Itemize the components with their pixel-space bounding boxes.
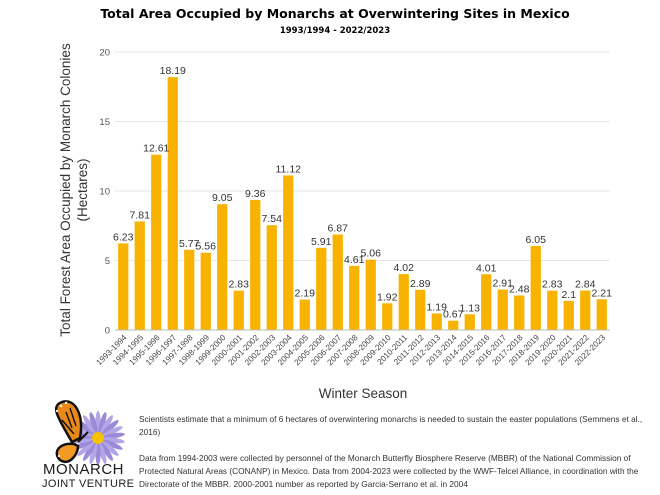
x-axis-ticks: 1993-19941994-19951995-19961996-19971997… xyxy=(95,333,608,367)
gridlines xyxy=(115,51,610,261)
bar xyxy=(596,299,607,330)
note-minimum-hectares: Scientists estimate that a minimum of 6 … xyxy=(139,414,643,437)
bar-value-label: 6.87 xyxy=(328,223,349,235)
butterfly-icon xyxy=(54,400,89,463)
bar-value-label: 12.61 xyxy=(143,143,169,155)
bar-value-label: 2.83 xyxy=(542,279,563,291)
bar-value-label: 18.19 xyxy=(160,65,186,77)
bar-value-label: 0.67 xyxy=(443,309,464,321)
y-axis-ticks: 0 5 10 15 20 xyxy=(99,48,110,337)
bar-value-label: 2.89 xyxy=(410,278,431,290)
bar-value-label: 5.56 xyxy=(196,241,217,253)
bar xyxy=(299,299,310,330)
bar-value-label: 1.19 xyxy=(427,301,448,313)
bar xyxy=(530,245,541,330)
y-tick-label: 15 xyxy=(99,117,110,128)
bar xyxy=(365,259,376,330)
bar xyxy=(382,303,393,330)
bar xyxy=(431,313,442,330)
bar xyxy=(332,234,343,330)
bar xyxy=(349,265,360,330)
bar-value-label: 2.19 xyxy=(295,288,316,300)
bar xyxy=(167,77,178,330)
bar xyxy=(217,204,228,330)
bar-value-label: 4.02 xyxy=(394,262,415,274)
bar xyxy=(415,289,426,330)
data-labels: 6.23 7.81 12.61 18.19 5.775.56 9.05 2.83 9.36 7.… xyxy=(113,65,612,321)
bar-value-label: 7.81 xyxy=(130,209,151,221)
bar xyxy=(233,290,244,330)
bar xyxy=(134,221,145,330)
bar xyxy=(580,290,591,330)
monarch-butterfly-logo xyxy=(54,400,125,465)
bar xyxy=(514,295,525,330)
bar xyxy=(316,247,327,330)
y-tick-label: 0 xyxy=(105,326,110,337)
bar xyxy=(398,274,409,330)
bar xyxy=(464,314,475,330)
y-tick-label: 20 xyxy=(99,48,110,59)
bar-value-label: 4.61 xyxy=(344,254,365,266)
y-axis-title-line1: Total Forest Area Occupied by Monarch Co… xyxy=(58,43,73,337)
bar xyxy=(266,225,277,330)
x-axis-title: Winter Season xyxy=(319,386,408,401)
bar-value-label: 2.21 xyxy=(592,287,613,299)
bar-value-label: 2.91 xyxy=(493,278,514,290)
bar xyxy=(151,154,162,330)
y-axis-title-line2: (Hectares) xyxy=(75,158,90,221)
bar-value-label: 11.12 xyxy=(276,163,302,175)
bar-value-label: 9.05 xyxy=(212,192,233,204)
bar-value-label: 5.77 xyxy=(179,238,200,250)
bar-value-label: 9.36 xyxy=(245,188,266,200)
bar xyxy=(481,274,492,330)
y-tick-label: 5 xyxy=(105,256,110,267)
bar xyxy=(200,252,211,330)
bar xyxy=(118,243,129,330)
bar-value-label: 5.91 xyxy=(311,236,332,248)
bar-value-label: 4.01 xyxy=(476,262,497,274)
bar xyxy=(497,289,508,330)
bar xyxy=(448,320,459,330)
y-tick-label: 10 xyxy=(99,187,110,198)
logo-line2: JOINT VENTURE xyxy=(42,478,135,490)
bar xyxy=(283,175,294,330)
logo-line1: MONARCH xyxy=(43,461,124,478)
bar-value-label: 5.06 xyxy=(361,248,382,260)
bar-value-label: 1.92 xyxy=(377,291,398,303)
chart-subtitle: 1993/1994 - 2022/2023 xyxy=(280,26,390,36)
bar-value-label: 1.13 xyxy=(460,302,481,314)
chart-title: Total Area Occupied by Monarchs at Overw… xyxy=(100,6,570,21)
bar xyxy=(184,249,195,330)
bar-value-label: 6.05 xyxy=(526,234,547,246)
bar xyxy=(250,199,261,330)
bar-value-label: 2.83 xyxy=(229,279,250,291)
bars xyxy=(118,77,607,330)
bar-value-label: 2.84 xyxy=(575,279,596,291)
bar xyxy=(563,300,574,330)
bar-value-label: 6.23 xyxy=(113,231,134,243)
bar-value-label: 2.1 xyxy=(561,289,576,301)
bar-value-label: 2.48 xyxy=(509,284,530,296)
bar-value-label: 7.54 xyxy=(262,213,283,225)
note-data-sources: Data from 1994-2003 were collected by pe… xyxy=(139,453,639,489)
bar xyxy=(547,290,558,330)
